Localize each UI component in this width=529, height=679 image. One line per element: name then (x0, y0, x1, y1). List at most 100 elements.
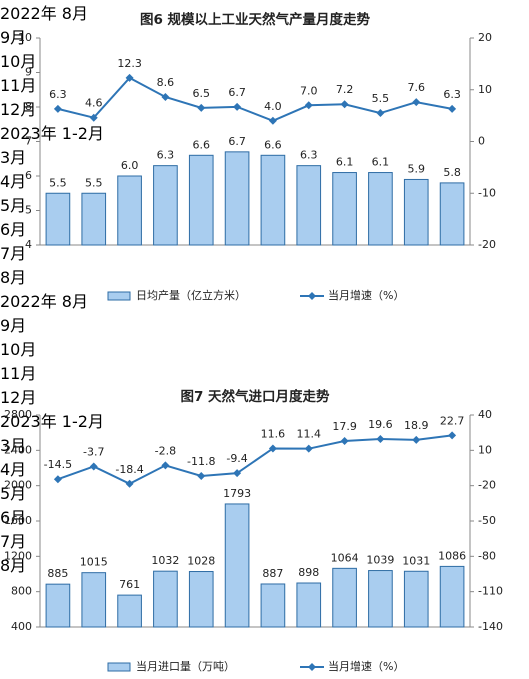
y-tick-label: 2000 (4, 479, 32, 492)
chart-title: 图7 天然气进口月度走势 (180, 388, 330, 405)
line-value-label: 12.3 (117, 57, 142, 70)
line-value-label: 8.6 (157, 76, 175, 89)
bar (439, 565, 465, 628)
line-marker (268, 116, 277, 125)
bar (403, 570, 429, 628)
bar-value-label: 1039 (366, 554, 394, 567)
line-marker (125, 73, 134, 82)
y-tick-label: 4 (25, 238, 32, 251)
x-tick-label: 6月 (0, 508, 27, 527)
line-value-label: -11.8 (187, 455, 215, 468)
bar (45, 583, 71, 628)
x-tick-label: 8月 (0, 556, 27, 575)
bar-value-label: 5.9 (408, 162, 426, 175)
y2-tick-label: -80 (478, 549, 496, 562)
bar-value-label: 6.1 (336, 156, 354, 169)
line-marker (304, 444, 313, 453)
bar-value-label: 5.8 (443, 166, 461, 179)
y2-tick-label: -140 (478, 620, 503, 633)
bar-value-label: 5.5 (85, 176, 103, 189)
x-tick-label: 12月 (0, 100, 37, 119)
line-marker (197, 103, 206, 112)
bar-value-label: 1086 (438, 549, 466, 562)
bar-value-label: 6.6 (264, 138, 282, 151)
line-value-label: 17.9 (332, 420, 357, 433)
x-tick-label: 7月 (0, 244, 27, 263)
bar (296, 582, 322, 628)
line-value-label: 4.0 (264, 100, 282, 113)
y2-tick-label: -20 (478, 479, 496, 492)
bar-value-label: 1031 (402, 554, 430, 567)
line-value-label: 6.3 (443, 88, 461, 101)
bar (332, 567, 357, 628)
bar-value-label: 1064 (331, 551, 359, 564)
x-tick-label: 2023年 1-2月 (0, 412, 104, 431)
legend-label: 日均产量（亿立方米） (136, 288, 246, 302)
line-value-label: 11.6 (261, 427, 286, 440)
line-marker (233, 469, 242, 478)
line-value-label: 22.7 (440, 414, 465, 427)
y2-tick-label: -110 (478, 585, 503, 598)
x-tick-label: 12月 (0, 388, 37, 407)
line-value-label: -9.4 (226, 452, 247, 465)
x-tick-label: 11月 (0, 76, 37, 95)
y2-tick-label: 20 (478, 31, 492, 44)
line-value-label: 19.6 (368, 418, 393, 431)
y2-tick-label: 0 (478, 135, 485, 148)
y-tick-label: 2800 (4, 408, 32, 421)
x-tick-label: 2023年 1-2月 (0, 124, 104, 143)
x-tick-label: 5月 (0, 196, 27, 215)
bar-value-label: 5.5 (49, 176, 67, 189)
bar-value-label: 885 (47, 567, 68, 580)
bar (260, 583, 286, 628)
line-marker (53, 475, 62, 484)
line-marker (161, 461, 170, 470)
bar (368, 172, 393, 246)
line-value-label: -14.5 (44, 458, 72, 471)
y-tick-label: 1600 (4, 514, 32, 527)
bar (439, 182, 465, 246)
line-value-label: 7.2 (336, 83, 354, 96)
legend-label: 当月增速（%） (328, 288, 404, 302)
bar (117, 594, 142, 628)
x-tick-label: 7月 (0, 532, 27, 551)
line-value-label: 6.5 (193, 87, 211, 100)
line-marker (161, 92, 170, 101)
x-tick-label: 9月 (0, 316, 27, 335)
line-marker (125, 479, 134, 488)
line-value-label: -3.7 (83, 445, 104, 458)
x-tick-label: 2022年 8月 (0, 4, 88, 23)
line-marker (304, 101, 313, 110)
line-value-label: 5.5 (372, 92, 390, 105)
line-marker (376, 109, 385, 118)
line-marker (268, 444, 277, 453)
bar-value-label: 1015 (80, 556, 108, 569)
bar (403, 178, 429, 246)
bar (153, 165, 178, 246)
bar-value-label: 1032 (151, 554, 179, 567)
x-tick-label: 10月 (0, 52, 37, 71)
bar (296, 165, 322, 246)
line-marker (53, 104, 62, 113)
y2-tick-label: -20 (478, 238, 496, 251)
x-tick-label: 2022年 8月 (0, 292, 88, 311)
y-tick-label: 7 (25, 135, 32, 148)
legend-label: 当月进口量（万吨） (136, 659, 235, 673)
bar (117, 175, 142, 246)
line-value-label: -18.4 (115, 463, 143, 476)
bar-value-label: 6.1 (372, 156, 390, 169)
x-tick-label: 4月 (0, 172, 27, 191)
bar-value-label: 1793 (223, 487, 251, 500)
x-tick-label: 10月 (0, 340, 37, 359)
legend-swatch (308, 663, 316, 671)
line-marker (233, 102, 242, 111)
legend-swatch (107, 662, 131, 672)
y2-tick-label: 10 (478, 83, 492, 96)
bar (45, 192, 71, 246)
x-tick-label: 8月 (0, 268, 27, 287)
line-marker (376, 435, 385, 444)
y-tick-label: 1200 (4, 549, 32, 562)
bar-value-label: 1028 (187, 555, 215, 568)
y-tick-label: 5 (25, 204, 32, 217)
line-value-label: 7.6 (408, 81, 426, 94)
